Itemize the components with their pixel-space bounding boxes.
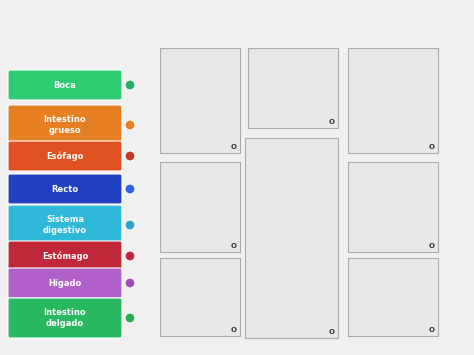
Text: O: O (231, 243, 237, 249)
FancyBboxPatch shape (8, 268, 122, 298)
Circle shape (125, 80, 135, 90)
Text: Hígado: Hígado (48, 279, 82, 288)
FancyBboxPatch shape (8, 174, 122, 204)
FancyBboxPatch shape (8, 241, 122, 271)
FancyBboxPatch shape (8, 70, 122, 100)
Circle shape (125, 251, 135, 261)
Text: Boca: Boca (54, 81, 76, 89)
Circle shape (125, 120, 135, 130)
Text: Esófago: Esófago (46, 151, 84, 161)
Text: O: O (329, 329, 335, 335)
Text: O: O (231, 327, 237, 333)
FancyBboxPatch shape (248, 48, 338, 128)
FancyBboxPatch shape (8, 105, 122, 145)
Circle shape (125, 151, 135, 161)
FancyBboxPatch shape (348, 48, 438, 153)
Text: Intestino
grueso: Intestino grueso (44, 115, 86, 135)
FancyBboxPatch shape (160, 48, 240, 153)
Text: Estómago: Estómago (42, 251, 88, 261)
Text: Recto: Recto (52, 185, 79, 193)
Circle shape (125, 220, 135, 230)
FancyBboxPatch shape (348, 162, 438, 252)
Text: O: O (429, 243, 435, 249)
FancyBboxPatch shape (8, 205, 122, 245)
FancyBboxPatch shape (245, 138, 338, 338)
Text: O: O (231, 144, 237, 150)
FancyBboxPatch shape (348, 258, 438, 336)
FancyBboxPatch shape (160, 162, 240, 252)
FancyBboxPatch shape (160, 258, 240, 336)
Text: O: O (329, 119, 335, 125)
Text: Sistema
digestivo: Sistema digestivo (43, 215, 87, 235)
Text: O: O (429, 144, 435, 150)
Text: Intestino
delgado: Intestino delgado (44, 308, 86, 328)
Text: O: O (429, 327, 435, 333)
Circle shape (125, 278, 135, 288)
Circle shape (125, 313, 135, 323)
FancyBboxPatch shape (8, 298, 122, 338)
FancyBboxPatch shape (8, 141, 122, 171)
Circle shape (125, 184, 135, 194)
